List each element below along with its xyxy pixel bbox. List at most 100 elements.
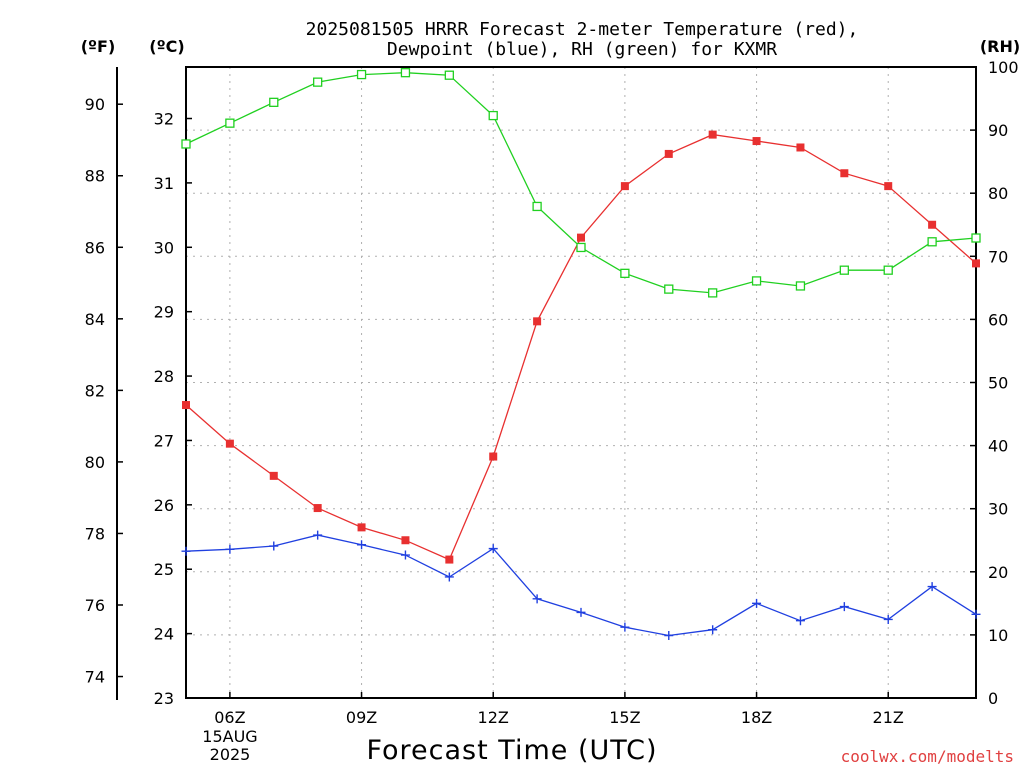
- temperature-point: [401, 536, 410, 545]
- dewpoint-point: [620, 622, 630, 632]
- fahrenheit-tick-label: 76: [85, 596, 105, 615]
- temperature-point: [664, 149, 673, 158]
- dewpoint-point: [444, 572, 454, 582]
- rh-point: [444, 70, 454, 80]
- chart-title-line2: Dewpoint (blue), RH (green) for KXMR: [387, 39, 777, 60]
- data-series: [181, 68, 981, 641]
- fahrenheit-tick-label: 90: [85, 95, 105, 114]
- x-tick-label: 21Z: [873, 708, 904, 727]
- rh-point: [269, 97, 279, 107]
- rh-point: [488, 110, 498, 121]
- temperature-point: [533, 317, 542, 326]
- fahrenheit-tick-label: 74: [85, 668, 105, 687]
- fahrenheit-tick-label: 78: [85, 524, 105, 543]
- dewpoint-point: [708, 625, 718, 635]
- rh-point: [532, 201, 542, 212]
- rh-tick-label: 90: [988, 121, 1008, 140]
- temperature-point: [796, 143, 805, 152]
- fahrenheit-tick-label: 84: [85, 310, 105, 329]
- celsius-tick-label: 24: [154, 625, 174, 644]
- dewpoint-point: [795, 616, 805, 626]
- rh-tick-label: 0: [988, 689, 998, 708]
- grid-lines: [186, 67, 976, 698]
- rh-point: [620, 268, 630, 278]
- temperature-point: [972, 259, 980, 268]
- rh-point: [225, 118, 235, 128]
- temperature-point: [620, 182, 629, 191]
- rh-tick-label: 20: [988, 563, 1008, 582]
- fahrenheit-tick-label: 86: [85, 238, 105, 257]
- dewpoint-point: [664, 631, 674, 641]
- rh-tick-label: 50: [988, 374, 1008, 393]
- fahrenheit-tick-label: 82: [85, 381, 105, 400]
- temperature-point: [752, 137, 761, 146]
- celsius-tick-label: 26: [154, 496, 174, 515]
- rh-tick-label: 30: [988, 500, 1008, 519]
- dewpoint-point: [927, 582, 937, 592]
- dewpoint-point: [752, 598, 762, 608]
- dewpoint-point: [839, 602, 849, 612]
- rh-point: [400, 68, 411, 78]
- dewpoint-point: [400, 550, 410, 560]
- x-tick-label: 18Z: [741, 708, 772, 727]
- dewpoint-point: [883, 614, 893, 624]
- x-tick-label: 12Z: [478, 708, 509, 727]
- rh-tick-label: 40: [988, 437, 1008, 456]
- rh-point: [664, 284, 674, 294]
- rh-point: [971, 233, 981, 243]
- dewpoint-point: [225, 544, 235, 554]
- temperature-point: [884, 182, 893, 191]
- fahrenheit-tick-label: 88: [85, 167, 105, 186]
- dewpoint-point: [576, 607, 586, 617]
- rh-point: [181, 139, 191, 149]
- tick-labels: 74 76 78 80 82 84 86 88 90 23 24 25 26 27 28 29 30 31 32 0 1…: [85, 58, 1019, 727]
- celsius-tick-label: 23: [154, 689, 174, 708]
- celsius-tick-label: 30: [154, 238, 174, 257]
- dewpoint-point: [357, 540, 367, 550]
- rh-point: [576, 242, 586, 253]
- dewpoint-line: [185, 534, 977, 637]
- rh-tick-label: 10: [988, 626, 1008, 645]
- temperature-point: [269, 471, 278, 480]
- celsius-unit-label: (ºC): [149, 37, 184, 56]
- celsius-tick-label: 31: [154, 174, 174, 193]
- celsius-tick-label: 29: [154, 303, 174, 322]
- temperature-line: [185, 133, 977, 561]
- rh-tick-label: 70: [988, 247, 1008, 266]
- x-tick-label: 09Z: [346, 708, 377, 727]
- x-axis-label: Forecast Time (UTC): [366, 735, 657, 766]
- temperature-point: [840, 169, 849, 178]
- dewpoint-point: [269, 541, 279, 551]
- rh-tick-label: 80: [988, 184, 1008, 203]
- celsius-tick-label: 25: [154, 560, 174, 579]
- dewpoint-point: [971, 609, 981, 619]
- date-label-year: 2025: [210, 745, 251, 764]
- rh-unit-label: (RH): [980, 37, 1020, 56]
- rh-tick-label: 60: [988, 310, 1008, 329]
- rh-point: [313, 77, 323, 87]
- temperature-point: [357, 523, 366, 532]
- rh-line: [185, 72, 977, 294]
- rh-point: [751, 276, 762, 286]
- x-tick-label: 06Z: [214, 708, 245, 727]
- rh-point: [927, 237, 937, 247]
- x-tick-label: 15Z: [609, 708, 640, 727]
- temperature-point: [489, 452, 498, 461]
- rh-point: [356, 69, 367, 80]
- rh-point: [795, 281, 806, 291]
- fahrenheit-unit-label: (ºF): [81, 37, 116, 56]
- temperature-point: [182, 401, 190, 410]
- credit-link[interactable]: coolwx.com/modelts: [841, 747, 1014, 766]
- date-label-day: 15AUG: [202, 727, 257, 746]
- fahrenheit-tick-label: 80: [85, 453, 105, 472]
- dewpoint-point: [532, 594, 542, 604]
- temperature-point: [313, 504, 322, 513]
- rh-tick-label: 100: [988, 58, 1019, 77]
- rh-point: [883, 265, 893, 275]
- temperature-point: [445, 555, 454, 564]
- temperature-point: [708, 130, 717, 139]
- rh-point: [708, 288, 718, 298]
- plot-frame: [185, 66, 977, 699]
- celsius-tick-label: 32: [154, 110, 174, 129]
